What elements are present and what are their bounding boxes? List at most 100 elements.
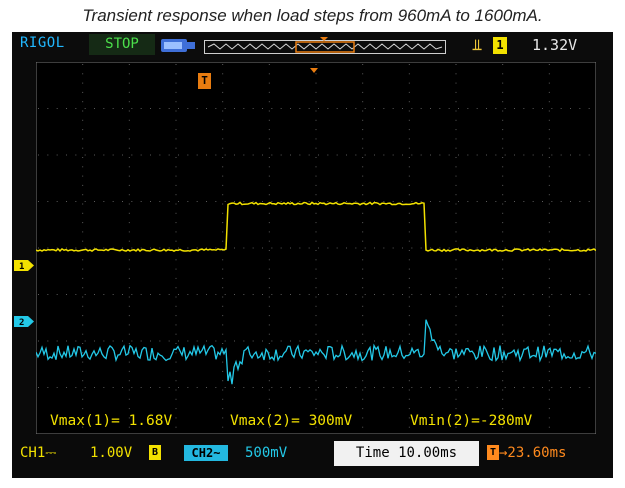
grid-dot — [47, 247, 49, 249]
grid-dot — [66, 387, 67, 388]
grid-dot — [122, 294, 123, 295]
grid-dot — [175, 305, 177, 307]
grid-dot — [392, 201, 394, 202]
grid-dot — [175, 408, 177, 410]
grid-dot — [234, 247, 235, 249]
memory-depth-bar[interactable] — [204, 37, 446, 56]
grid-dot — [122, 108, 123, 109]
grid-dot — [455, 147, 457, 149]
grid-dot — [122, 340, 123, 342]
grid-dot — [502, 166, 504, 168]
grid-dot — [532, 387, 534, 388]
grid-dot — [131, 154, 133, 156]
grid-dot — [128, 138, 130, 140]
grid-dot — [271, 108, 273, 109]
grid-dot — [268, 408, 270, 410]
grid-dot — [128, 129, 130, 131]
grid-dot — [128, 287, 130, 289]
grid-dot — [502, 231, 504, 233]
grid-dot — [175, 129, 177, 131]
memory-indicator-icon — [161, 39, 195, 52]
run-state-badge[interactable]: STOP — [89, 34, 155, 55]
trigger-settings[interactable]: ⫫ 1 1.32V — [467, 35, 607, 57]
grid-dot — [551, 387, 553, 388]
grid-dot — [374, 387, 375, 388]
grid-dot — [128, 417, 130, 419]
grid-dot — [502, 184, 504, 186]
ch1-scale[interactable]: 1.00V — [90, 445, 133, 461]
grid-dot — [187, 247, 189, 249]
grid-dot — [315, 212, 317, 214]
grid-dot — [362, 352, 364, 354]
grid-dot — [455, 91, 457, 93]
grid-dot — [234, 108, 235, 109]
grid-dot — [548, 222, 550, 224]
trigger-offset[interactable]: T →23.60ms — [487, 445, 566, 461]
grid-dot — [315, 268, 317, 270]
grid-dot — [196, 201, 198, 202]
grid-dot — [588, 201, 590, 202]
timebase-box[interactable]: Time 10.00ms — [334, 441, 479, 466]
ch2-label[interactable]: CH2~ — [184, 445, 228, 461]
grid-dot — [467, 154, 469, 156]
grid-dot — [548, 212, 550, 214]
grid-dot — [122, 201, 123, 202]
grid-dot — [408, 370, 410, 372]
ch1-ground-marker[interactable]: 1 — [14, 260, 36, 271]
grid-dot — [548, 343, 550, 344]
grid-dot — [458, 387, 459, 388]
grid-dot — [315, 398, 317, 400]
grid-dot — [364, 294, 366, 295]
grid-dot — [280, 247, 282, 249]
grid-dot — [502, 110, 504, 112]
grid-dot — [290, 201, 291, 202]
grid-dot — [112, 340, 114, 342]
grid-dot — [222, 370, 224, 372]
grid-dot — [215, 154, 217, 156]
grid-dot — [408, 212, 410, 214]
grid-dot — [455, 166, 457, 168]
grid-dot — [502, 175, 504, 177]
grid-dot — [430, 247, 431, 249]
grid-dot — [362, 240, 364, 242]
grid-dot — [420, 387, 422, 388]
grid-dot — [548, 129, 550, 131]
grid-dot — [408, 343, 410, 344]
grid-dot — [411, 108, 413, 109]
waveform-display[interactable] — [36, 62, 596, 434]
grid-dot — [215, 108, 217, 109]
grid-dot — [383, 294, 385, 295]
grid-dot — [408, 64, 410, 65]
grid-dot — [252, 340, 254, 342]
grid-dot — [224, 387, 226, 388]
grid-dot — [315, 315, 317, 317]
ch1-label[interactable]: CH1⎓ — [20, 445, 56, 461]
grid-dot — [327, 247, 329, 249]
grid-dot — [467, 108, 469, 109]
grid-dot — [548, 175, 550, 177]
grid-dot — [455, 315, 457, 317]
grid-dot — [495, 340, 497, 342]
grid-dot — [362, 370, 364, 372]
grid-dot — [523, 201, 525, 202]
grid-dot — [327, 340, 329, 342]
grid-dot — [318, 294, 319, 295]
grid-dot — [315, 408, 317, 410]
grid-dot — [128, 408, 130, 410]
grid-dot — [362, 110, 364, 112]
grid-dot — [502, 64, 504, 65]
grid-dot — [327, 201, 329, 202]
grid-dot — [308, 294, 310, 295]
ch2-ground-marker[interactable]: 2 — [14, 316, 36, 327]
grid-dot — [455, 194, 457, 196]
grid-dot — [94, 340, 95, 342]
grid-dot — [168, 108, 170, 109]
grid-dot — [222, 361, 224, 363]
grid-dot — [131, 108, 133, 109]
ch2-scale[interactable]: 500mV — [245, 445, 288, 461]
grid-dot — [362, 380, 364, 382]
grid-dot — [168, 387, 170, 388]
ch1-trace — [36, 201, 596, 253]
grid-dot — [252, 201, 254, 202]
grid-dot — [112, 387, 114, 388]
